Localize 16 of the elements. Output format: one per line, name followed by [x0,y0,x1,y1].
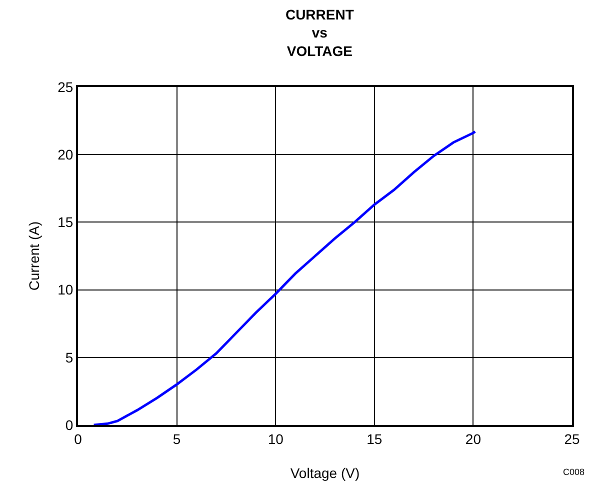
y-tick-label: 15 [58,214,74,230]
x-tick-label: 25 [564,430,580,447]
x-tick-label: 15 [366,430,382,447]
x-tick-label: 20 [465,430,482,447]
x-tick-label: 5 [172,430,181,447]
x-tick-label: 10 [268,430,284,447]
line-series [92,130,476,425]
y-tick-label: 10 [58,282,74,298]
y-axis-title: Current (A) [26,221,42,291]
text: C008 [563,467,585,477]
y-tick-label: 25 [58,78,74,95]
x-axis-title: Voltage (V) [290,465,360,481]
y-tick-label: 0 [65,416,74,433]
y-tick-label: 20 [58,146,74,162]
y-tick-label: 5 [65,349,74,366]
chart-title: CURRENT vs VOLTAGE [285,6,354,59]
